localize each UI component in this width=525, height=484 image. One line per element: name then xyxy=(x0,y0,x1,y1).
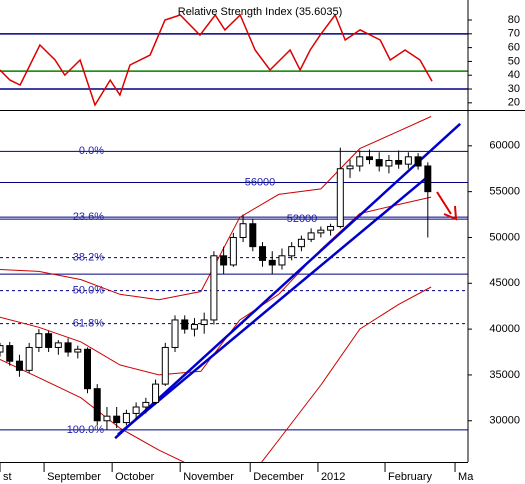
candle-body xyxy=(278,255,286,266)
candle-body xyxy=(152,383,160,403)
bollinger-band xyxy=(0,286,432,462)
x-tick-label: 2012 xyxy=(321,471,345,483)
candle-body xyxy=(161,346,169,385)
rsi-line xyxy=(0,13,433,107)
candle-body xyxy=(424,165,432,193)
x-tick-label: November xyxy=(183,471,234,483)
candle-body xyxy=(297,238,305,248)
level-label: 0.0% xyxy=(79,145,104,157)
candle-body xyxy=(210,255,218,321)
candle-body xyxy=(220,255,228,266)
candle-body xyxy=(35,333,43,348)
candle-body xyxy=(142,401,150,408)
candle-body xyxy=(171,319,179,348)
level-label: 100.0% xyxy=(67,424,105,436)
arrow-head xyxy=(443,205,458,221)
candle-body xyxy=(385,159,393,167)
candle-body xyxy=(200,319,208,326)
candle-body xyxy=(259,246,267,261)
y-tick-label: 55000 xyxy=(489,186,520,198)
candle-body xyxy=(307,232,315,240)
candle-body xyxy=(132,406,140,414)
candle-body xyxy=(103,415,111,422)
y-tick-label: 50000 xyxy=(489,231,520,243)
candle-body xyxy=(375,159,383,167)
y-tick-label: 60 xyxy=(508,42,520,54)
level-label: 56000 xyxy=(245,176,276,188)
candle-body xyxy=(45,333,53,348)
candle-body xyxy=(268,259,276,266)
candle-body xyxy=(317,229,325,234)
x-tick-label: December xyxy=(253,471,304,483)
x-tick-label: October xyxy=(115,471,154,483)
y-tick-label: 70 xyxy=(508,28,520,40)
candle-body xyxy=(288,246,296,257)
y-tick-label: 60000 xyxy=(489,140,520,152)
candle-body xyxy=(15,360,23,371)
candle-body xyxy=(25,346,33,371)
y-tick-label: 50 xyxy=(508,55,520,67)
candle-body xyxy=(327,225,335,231)
candle-body xyxy=(356,156,364,167)
candle-body xyxy=(6,345,14,362)
arrow xyxy=(436,191,452,215)
candle-body xyxy=(365,156,373,161)
price-panel: 0.0% 56000 52000 23.6% 38.2% 50.0% 61.8% 100.0% xyxy=(0,116,468,462)
x-tick-label: st xyxy=(3,471,12,483)
candle-body xyxy=(93,388,101,422)
candle-body xyxy=(249,223,257,248)
candle-body xyxy=(64,342,72,353)
candle-body xyxy=(336,168,344,227)
candle-body xyxy=(229,236,237,266)
x-tick-label: February xyxy=(388,471,433,483)
trend-line xyxy=(117,177,426,436)
y-tick-label: 45000 xyxy=(489,277,520,289)
candle-body xyxy=(0,345,4,353)
candle-body xyxy=(74,348,82,353)
level-label: 52000 xyxy=(287,213,318,225)
candle-body xyxy=(181,319,189,330)
candle-body xyxy=(346,165,354,170)
y-tick-label: 30 xyxy=(508,83,520,95)
candle-body xyxy=(190,324,198,330)
y-tick-label: 80 xyxy=(508,14,520,26)
x-tick-label: Ma xyxy=(458,471,474,483)
bollinger-band xyxy=(0,196,432,376)
trend-line xyxy=(114,122,462,440)
candle-body xyxy=(239,223,247,238)
candle-body xyxy=(54,342,62,348)
x-tick-label: September xyxy=(47,471,101,483)
y-tick-label: 35000 xyxy=(489,369,520,381)
candle-body xyxy=(84,348,92,390)
level-label: 23.6% xyxy=(73,211,104,223)
rsi-panel xyxy=(0,13,468,107)
rsi-title: Relative Strength Index (35.6035) xyxy=(178,6,343,18)
level-label: 50.0% xyxy=(73,285,104,297)
y-tick-label: 40 xyxy=(508,69,520,81)
level-label: 61.8% xyxy=(73,318,104,330)
y-tick-label: 20 xyxy=(508,97,520,109)
candle-body xyxy=(395,159,403,165)
level-label: 38.2% xyxy=(73,252,104,264)
bollinger-band xyxy=(0,116,432,301)
candle-body xyxy=(122,412,130,424)
candle-body xyxy=(414,156,422,167)
candle-body xyxy=(113,415,121,424)
candle-body xyxy=(404,156,412,165)
y-tick-label: 40000 xyxy=(489,323,520,335)
y-tick-label: 30000 xyxy=(489,415,520,427)
